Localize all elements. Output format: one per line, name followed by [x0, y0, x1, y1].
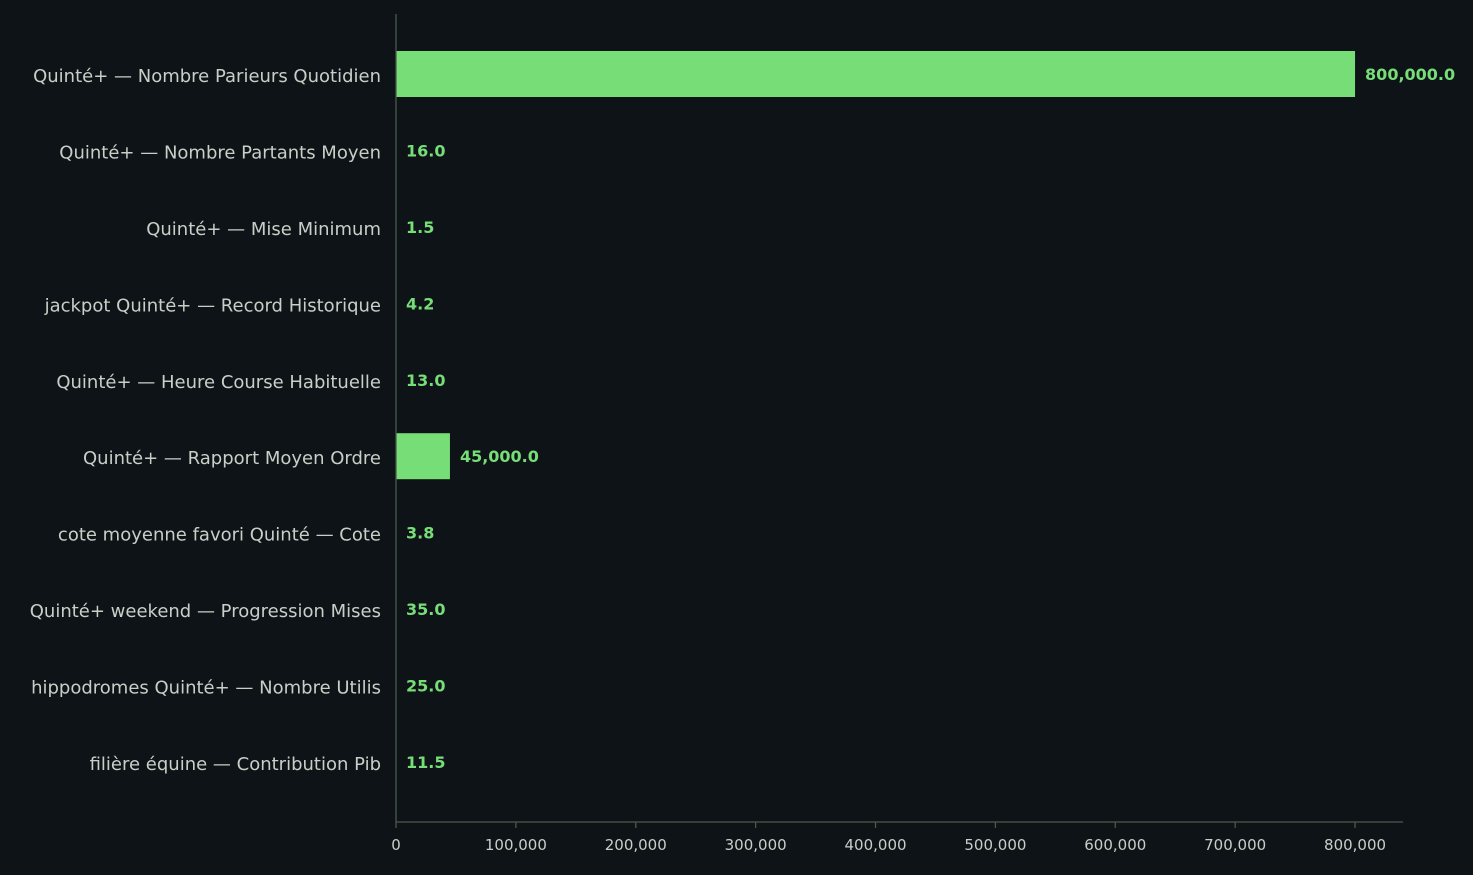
x-tick-label: 400,000 — [845, 836, 907, 854]
category-label: jackpot Quinté+ — Record Historique — [44, 295, 381, 316]
category-label: Quinté+ — Nombre Partants Moyen — [59, 142, 381, 163]
x-ticks-layer: 0 100,000 200,000 300,000 400,000 500,000 600,… — [391, 822, 1386, 854]
bar-value-label: 3.8 — [406, 524, 434, 543]
category-label: Quinté+ — Rapport Moyen Ordre — [83, 448, 381, 469]
x-tick-label: 300,000 — [725, 836, 787, 854]
bar — [396, 51, 1355, 97]
bar-value-label: 25.0 — [406, 677, 445, 696]
category-label: filière équine — Contribution Pib — [90, 754, 381, 775]
bar-value-label: 35.0 — [406, 600, 445, 619]
bar-value-label: 16.0 — [406, 141, 445, 160]
bar-value-label: 45,000.0 — [460, 447, 539, 466]
category-label: Quinté+ — Nombre Parieurs Quotidien — [33, 66, 381, 87]
x-tick-label: 600,000 — [1084, 836, 1146, 854]
category-labels-layer: Quinté+ — Nombre Parieurs Quotidien Quint… — [30, 66, 381, 775]
bar-value-label: 800,000.0 — [1365, 65, 1455, 84]
x-tick-label: 200,000 — [605, 836, 667, 854]
category-label: Quinté+ — Heure Course Habituelle — [56, 372, 381, 393]
x-tick-label: 700,000 — [1204, 836, 1266, 854]
bar-value-label: 13.0 — [406, 371, 445, 390]
bar-value-label: 1.5 — [406, 218, 434, 237]
category-label: Quinté+ weekend — Progression Mises — [30, 601, 381, 622]
x-tick-label: 800,000 — [1324, 836, 1386, 854]
value-labels-layer: 800,000.0 16.0 1.5 4.2 13.0 45,000.0 3.8 35.0 25… — [406, 65, 1455, 772]
x-tick-label: 500,000 — [964, 836, 1026, 854]
bar — [396, 433, 450, 479]
category-label: hippodromes Quinté+ — Nombre Utilis — [31, 678, 381, 699]
axes-layer — [396, 14, 1403, 822]
bars-layer — [396, 51, 1355, 785]
bar-value-label: 4.2 — [406, 294, 434, 313]
x-tick-label: 0 — [391, 836, 401, 854]
category-label: Quinté+ — Mise Minimum — [146, 219, 381, 240]
x-tick-label: 100,000 — [485, 836, 547, 854]
category-label: cote moyenne favori Quinté — Cote — [58, 525, 381, 546]
bar-value-label: 11.5 — [406, 753, 445, 772]
